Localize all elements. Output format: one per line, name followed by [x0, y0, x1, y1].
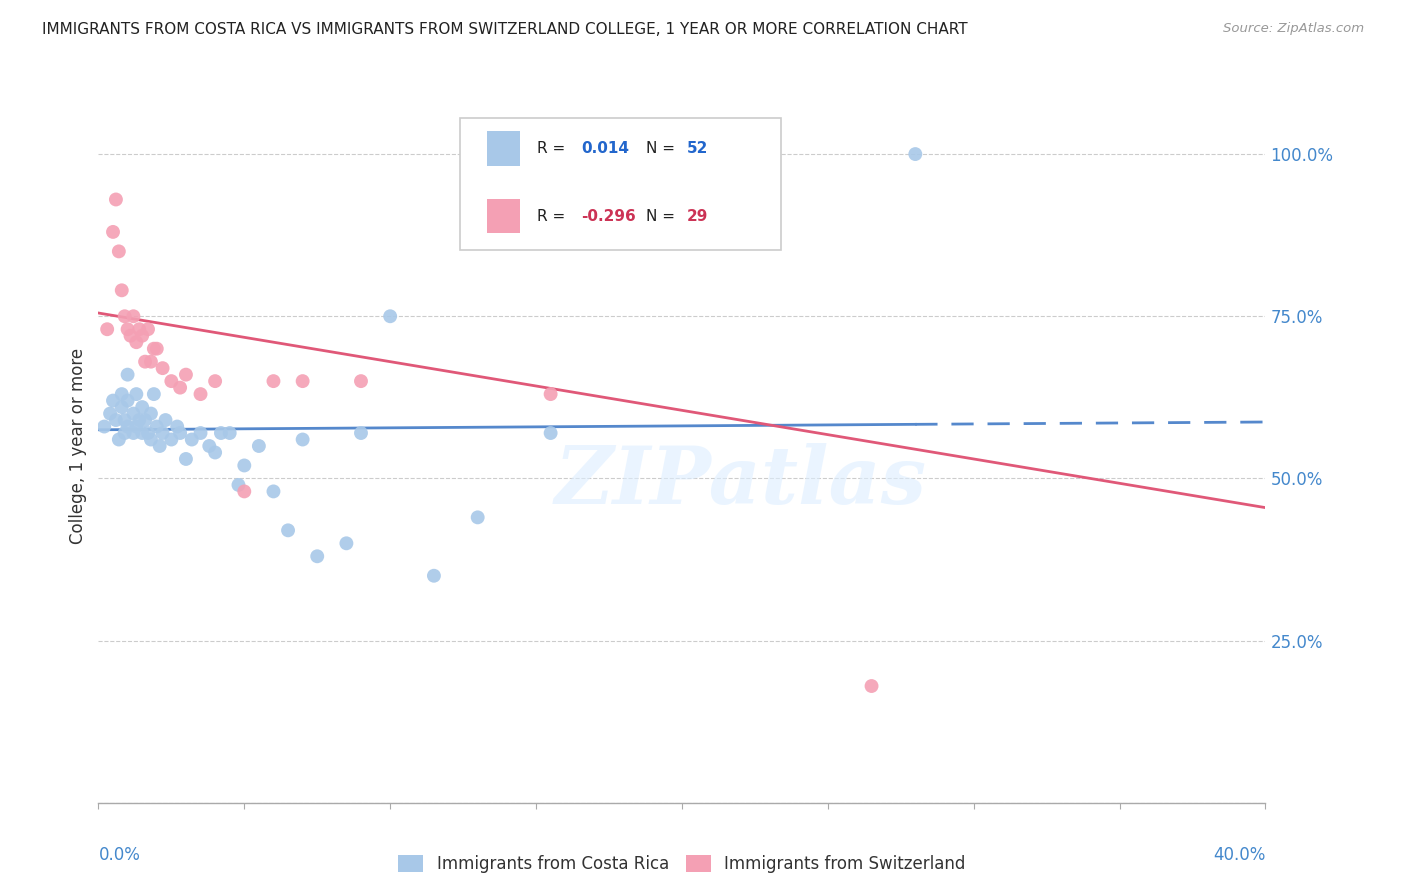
Point [169, 381, 191, 395]
Text: 0.014: 0.014 [582, 141, 630, 156]
Point [128, 413, 150, 427]
Point [122, 310, 145, 324]
Point [228, 478, 250, 492]
Text: 0.0%: 0.0% [98, 846, 141, 863]
Point [104, 413, 127, 427]
Point [174, 452, 197, 467]
Text: R =: R = [537, 141, 571, 156]
Legend: Immigrants from Costa Rica, Immigrants from Switzerland: Immigrants from Costa Rica, Immigrants f… [392, 848, 972, 880]
Point [122, 425, 145, 440]
Point [104, 193, 127, 207]
Point [291, 433, 314, 447]
Point [155, 413, 177, 427]
Point [190, 387, 212, 401]
Point [152, 361, 174, 376]
Point [128, 322, 150, 336]
Point [160, 433, 183, 447]
Point [378, 310, 402, 324]
Bar [486, 199, 520, 234]
Point [131, 400, 153, 414]
Point [204, 445, 226, 459]
Point [108, 244, 131, 259]
Point [423, 568, 446, 582]
Point [467, 510, 489, 524]
Point [335, 536, 357, 550]
Text: IMMIGRANTS FROM COSTA RICA VS IMMIGRANTS FROM SWITZERLAND COLLEGE, 1 YEAR OR MOR: IMMIGRANTS FROM COSTA RICA VS IMMIGRANTS… [42, 22, 967, 37]
Point [169, 425, 191, 440]
Point [204, 374, 226, 388]
Point [146, 342, 169, 356]
Text: 40.0%: 40.0% [1213, 846, 1265, 863]
Point [108, 433, 131, 447]
Point [146, 419, 169, 434]
Point [114, 425, 136, 440]
Point [136, 425, 159, 440]
Text: Source: ZipAtlas.com: Source: ZipAtlas.com [1223, 22, 1364, 36]
Point [93, 419, 115, 434]
FancyBboxPatch shape [460, 118, 782, 250]
Point [262, 374, 284, 388]
Point [120, 328, 142, 343]
Point [180, 433, 202, 447]
Point [190, 425, 212, 440]
Point [131, 425, 153, 440]
Point [233, 458, 256, 473]
Point [111, 283, 134, 297]
Point [111, 387, 134, 401]
Point [540, 425, 562, 440]
Point [111, 400, 134, 414]
Text: N =: N = [645, 209, 679, 224]
Point [277, 524, 299, 538]
Point [114, 413, 136, 427]
Point [152, 425, 174, 440]
Point [166, 419, 188, 434]
Point [149, 439, 172, 453]
Point [117, 393, 139, 408]
Point [904, 147, 927, 161]
Point [307, 549, 329, 564]
Point [350, 425, 373, 440]
Text: 29: 29 [686, 209, 709, 224]
Point [139, 407, 162, 421]
Point [96, 322, 118, 336]
Point [160, 374, 183, 388]
Point [218, 425, 240, 440]
Y-axis label: College, 1 year or more: College, 1 year or more [69, 348, 87, 544]
Point [122, 407, 145, 421]
Point [198, 439, 221, 453]
Point [540, 387, 562, 401]
Point [117, 419, 139, 434]
Point [125, 419, 148, 434]
Point [350, 374, 373, 388]
Point [125, 335, 148, 350]
Point [98, 407, 121, 421]
Point [117, 322, 139, 336]
Point [117, 368, 139, 382]
Point [142, 387, 165, 401]
Point [136, 322, 159, 336]
Point [101, 393, 124, 408]
Point [114, 310, 136, 324]
Point [101, 225, 124, 239]
Text: ZIPatlas: ZIPatlas [554, 443, 927, 520]
Text: 52: 52 [686, 141, 709, 156]
Text: N =: N = [645, 141, 679, 156]
Point [247, 439, 270, 453]
Point [209, 425, 232, 440]
Point [860, 679, 883, 693]
Point [139, 433, 162, 447]
Point [262, 484, 284, 499]
Point [139, 354, 162, 368]
Point [174, 368, 197, 382]
Point [131, 328, 153, 343]
Point [291, 374, 314, 388]
Point [134, 354, 156, 368]
Text: R =: R = [537, 209, 571, 224]
Point [142, 342, 165, 356]
Bar [486, 131, 520, 166]
Point [134, 413, 156, 427]
Point [233, 484, 256, 499]
Point [125, 387, 148, 401]
Text: -0.296: -0.296 [582, 209, 637, 224]
